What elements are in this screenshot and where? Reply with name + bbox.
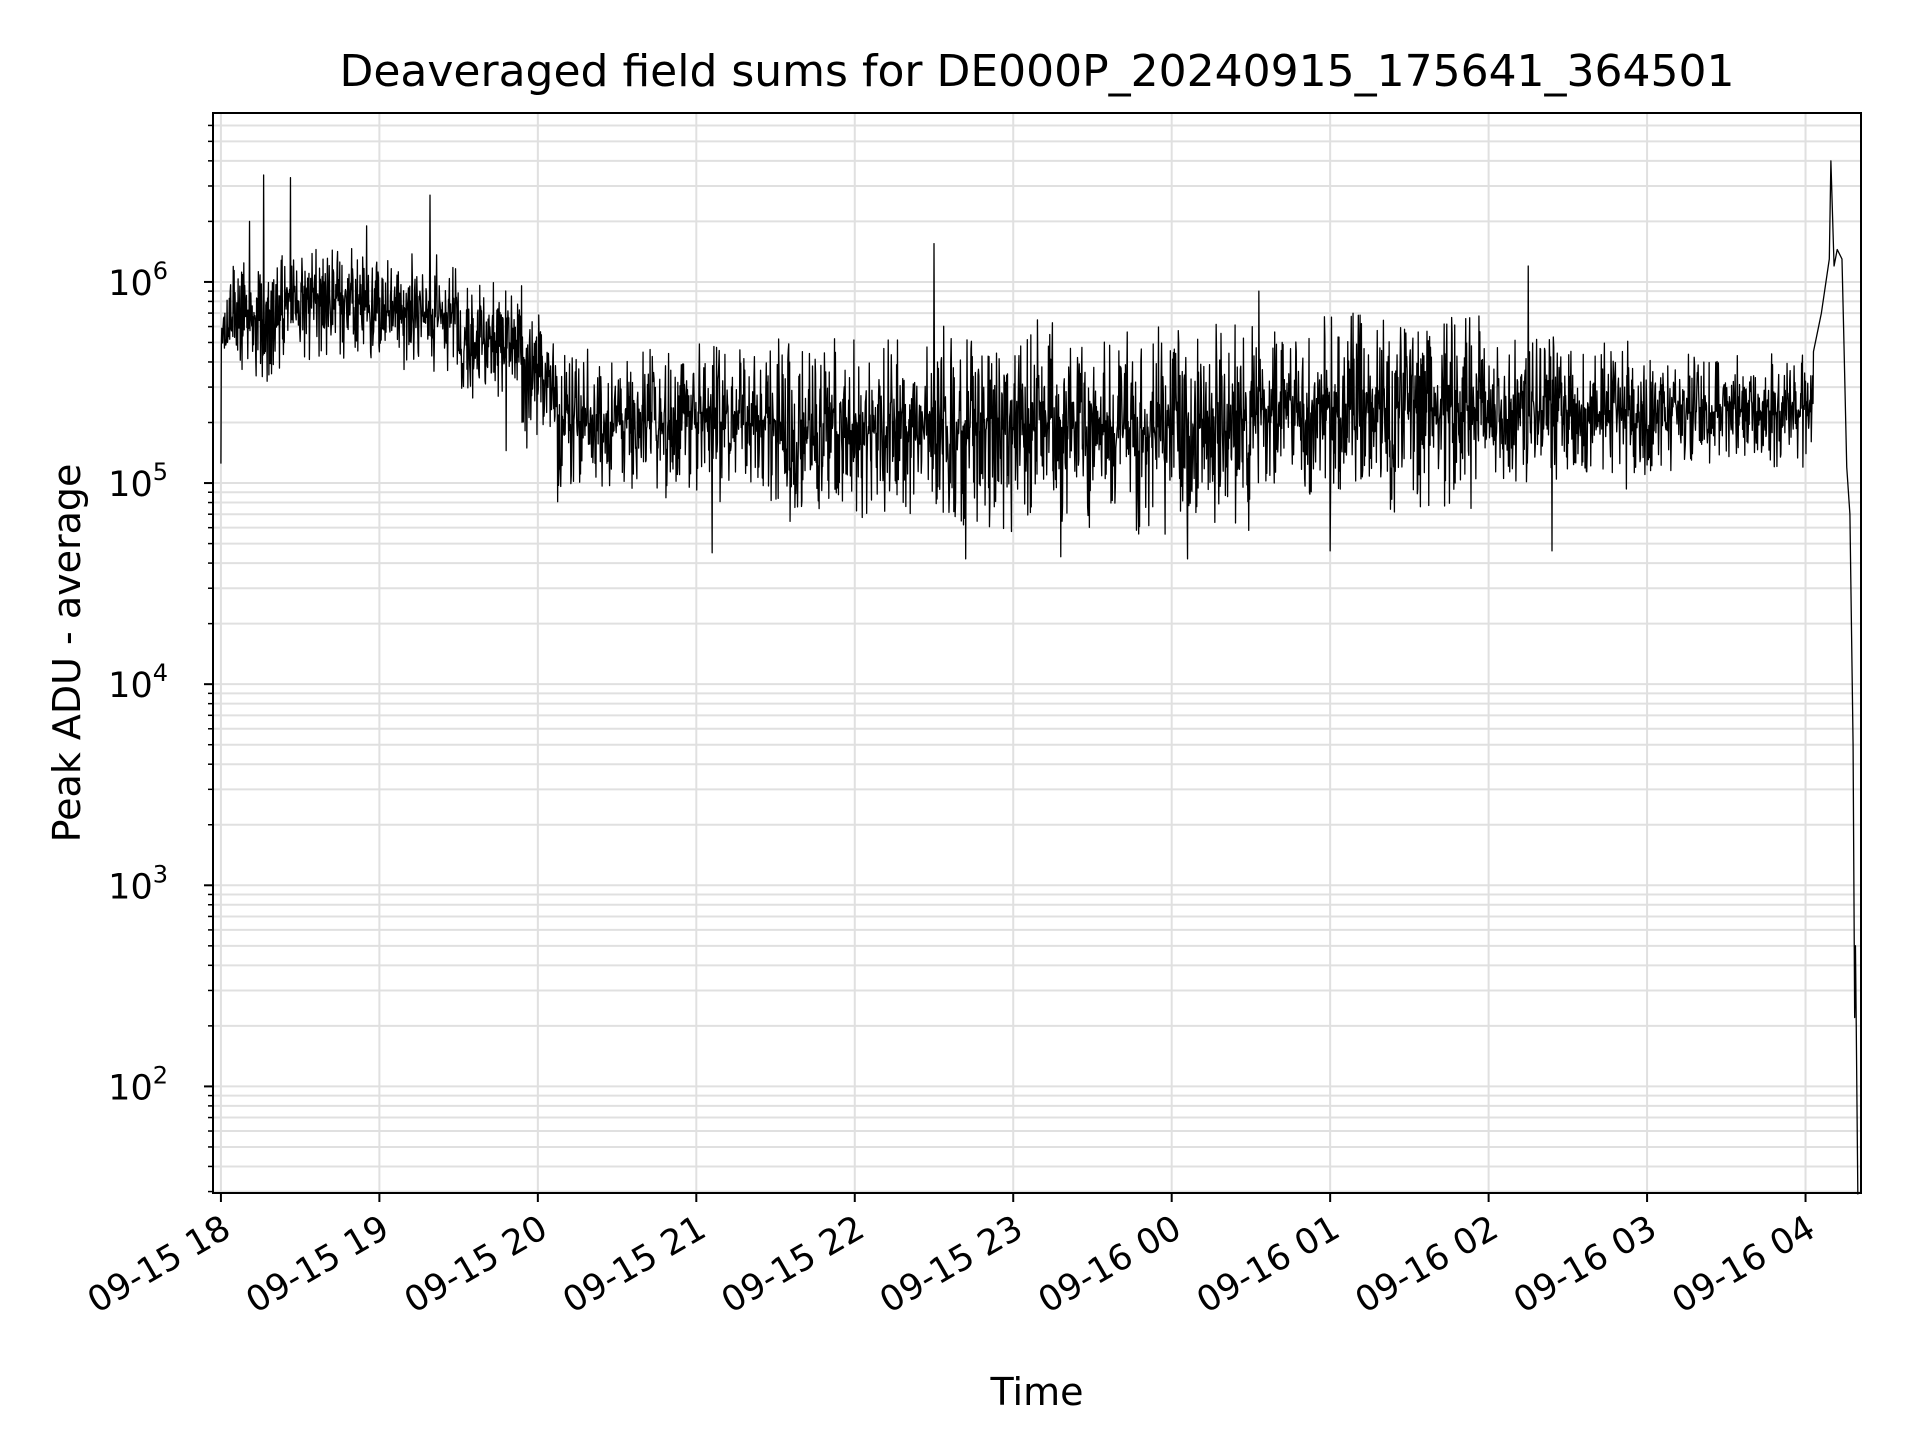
chart-title: Deaveraged field sums for DE000P_2024091… [339,46,1734,97]
series-line [220,160,1859,1195]
y-tick-label: 105 [108,458,168,505]
plot-frame [212,112,1862,1194]
x-axis-label: Time [990,1370,1084,1414]
series-layer [220,160,1859,1195]
y-tick-label: 106 [108,257,168,304]
y-tick-label: 103 [108,860,168,907]
y-tick-label: 104 [108,659,168,706]
y-axis-label: Peak ADU - average [45,464,89,843]
y-tick-label: 102 [108,1061,168,1108]
